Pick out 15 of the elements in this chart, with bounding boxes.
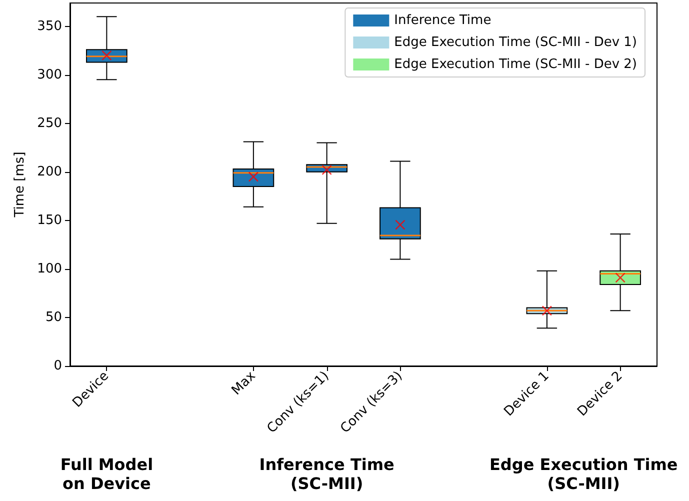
legend-label: Inference Time <box>394 13 492 28</box>
legend-label: Edge Execution Time (SC-MII - Dev 1) <box>394 35 638 50</box>
text: Full Model on Device <box>60 455 154 493</box>
y-tick-label: 100 <box>37 261 62 276</box>
y-tick-label: 150 <box>37 212 62 228</box>
y-axis-title: Time [ms] <box>12 152 28 218</box>
y-tick-label: 300 <box>37 67 62 82</box>
y-tick-label: 250 <box>37 116 62 131</box>
text: Inference Time (SC-MII) <box>259 455 395 493</box>
y-tick-label: 200 <box>37 164 62 180</box>
y-tick-label: 350 <box>37 18 62 34</box>
legend-label: Edge Execution Time (SC-MII - Dev 2) <box>394 57 638 72</box>
y-tick-label: 0 <box>54 358 62 374</box>
y-tick-label: 50 <box>45 310 62 325</box>
text: Edge Execution Time (SC-MII) <box>490 455 678 493</box>
